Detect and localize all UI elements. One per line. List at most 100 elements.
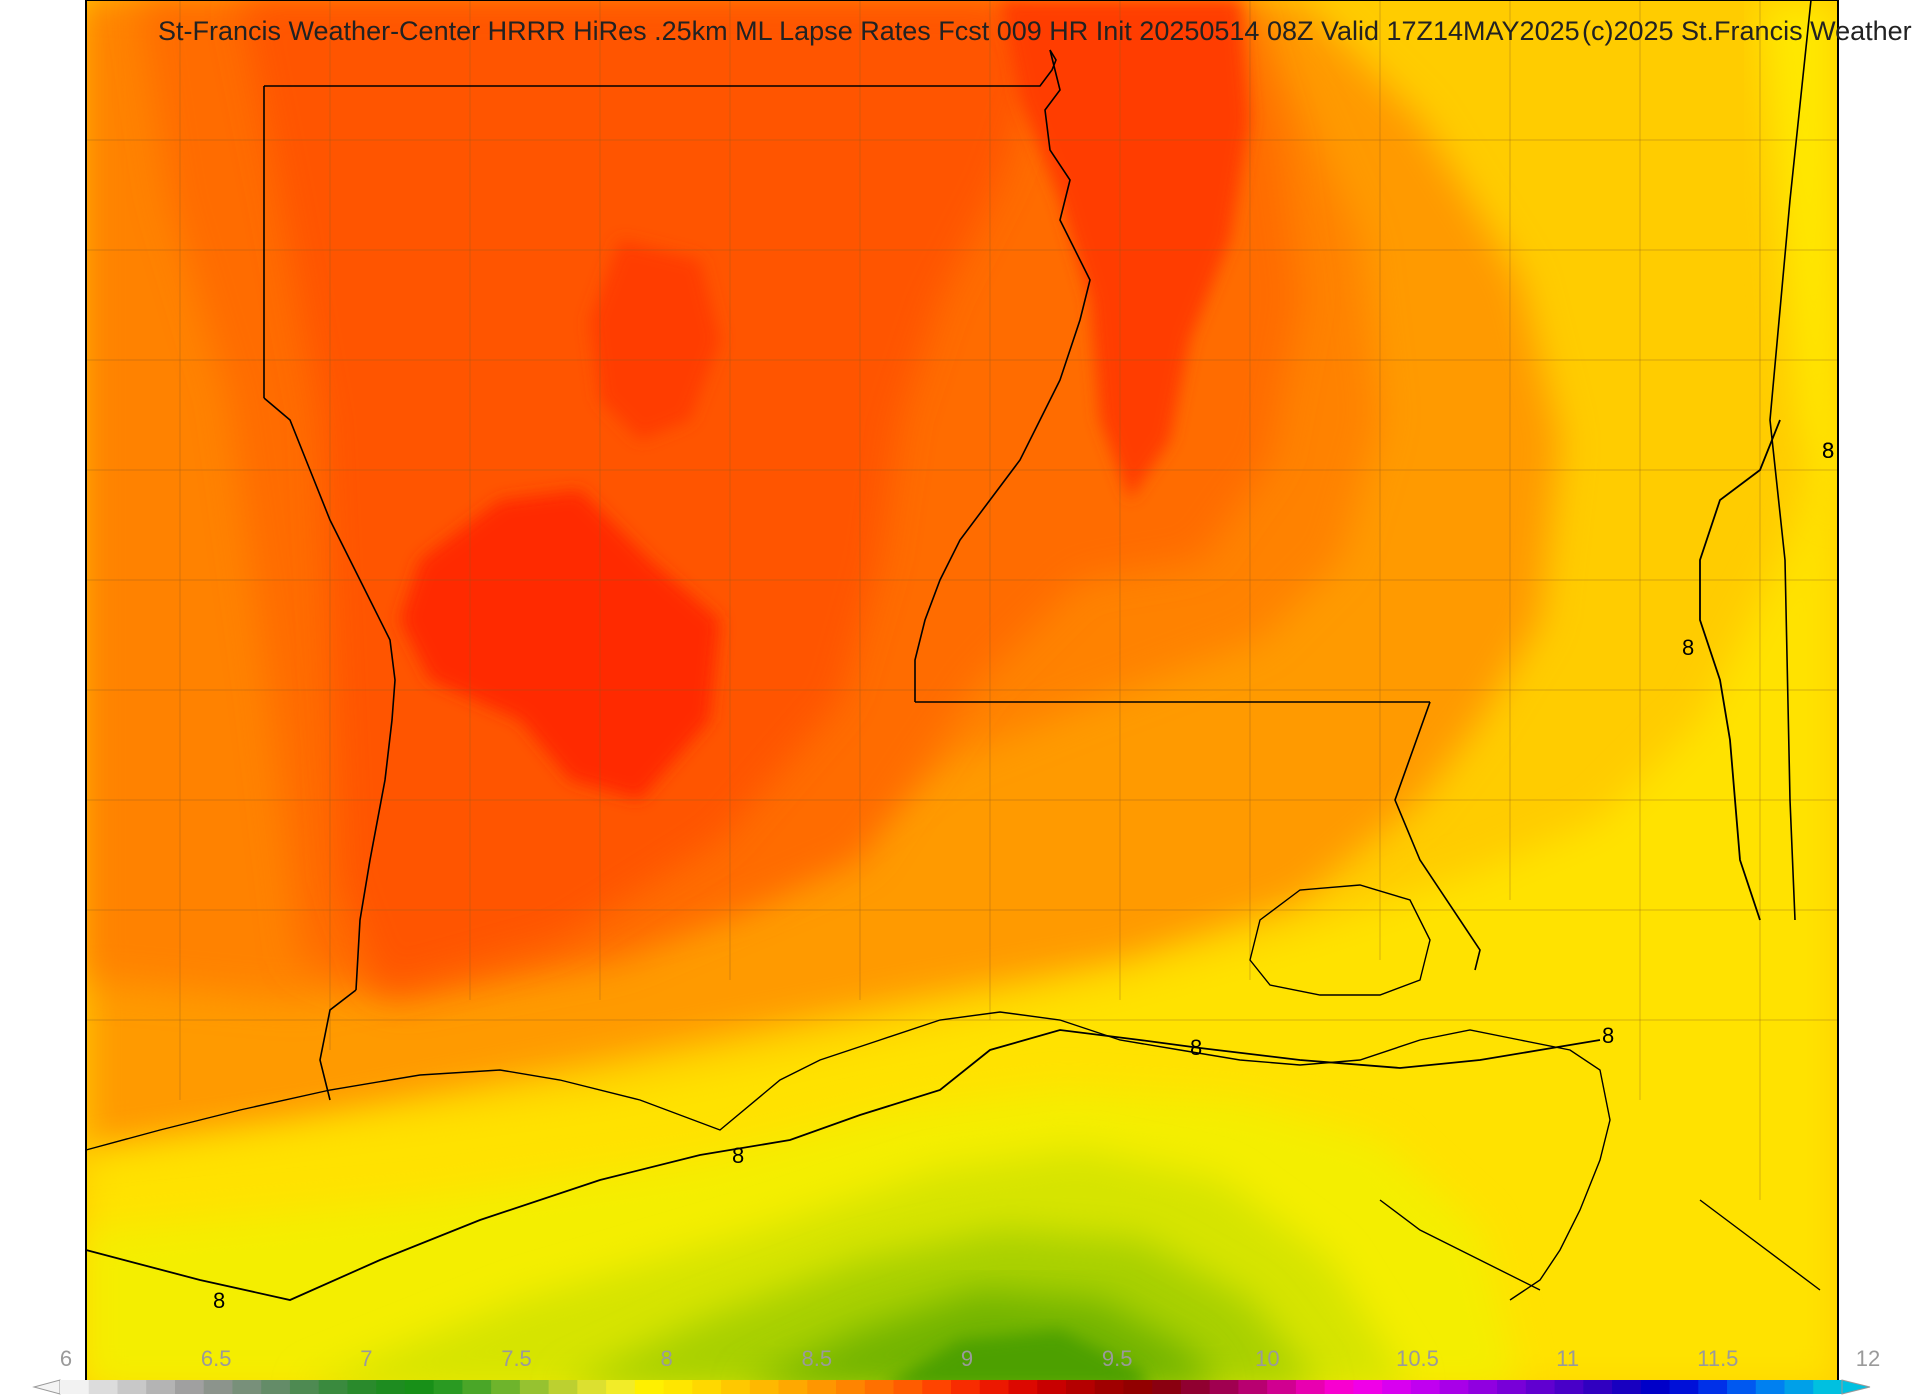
colorbar-swatch xyxy=(1353,1380,1383,1394)
colorbar-swatch xyxy=(663,1380,693,1394)
mississippi-river-border xyxy=(914,49,1091,702)
contour-8 xyxy=(85,419,1781,1301)
colorbar-tick-label: 10 xyxy=(1255,1346,1280,1371)
colorbar-swatch xyxy=(117,1380,147,1394)
colorbar-tick-label: 6 xyxy=(59,1346,73,1371)
colorbar-swatch xyxy=(174,1380,205,1394)
contour-label: 8 xyxy=(732,1143,744,1168)
colorbar-swatch xyxy=(376,1380,406,1394)
colorbar-swatch xyxy=(1640,1380,1671,1394)
colorbar-swatch xyxy=(1813,1380,1843,1394)
colorbar-swatch xyxy=(203,1380,234,1394)
contour-label: 8 xyxy=(1682,635,1694,660)
colorbar-swatch xyxy=(721,1380,751,1394)
lapse-rate-shading xyxy=(86,0,1838,1388)
copyright-text: (c)2025 St.Francis Weather xyxy=(1582,16,1912,46)
colorbar-tick-label: 11 xyxy=(1556,1346,1580,1371)
contour-label: 8 xyxy=(1822,438,1834,463)
colorbar-tick-label: 9.5 xyxy=(1101,1346,1133,1371)
colorbar-swatch xyxy=(1554,1380,1584,1394)
colorbar-swatch xyxy=(1295,1380,1326,1394)
colorbar-swatch xyxy=(519,1380,550,1394)
colorbar-tick-label: 8.5 xyxy=(801,1346,833,1371)
contour-label: 8 xyxy=(1190,1035,1202,1060)
colorbar-swatch xyxy=(1784,1380,1814,1394)
colorbar-swatch xyxy=(261,1380,291,1394)
colorbar-swatch xyxy=(1727,1380,1757,1394)
colorbar-swatch xyxy=(462,1380,492,1394)
colorbar-swatch xyxy=(491,1380,521,1394)
colorbar-swatch xyxy=(1410,1380,1441,1394)
colorbar-swatch xyxy=(1180,1380,1211,1394)
colorbar-swatch xyxy=(951,1380,981,1394)
colorbar-swatch xyxy=(60,1380,90,1394)
missouri-arkansas-border xyxy=(264,49,1057,87)
colorbar-swatch xyxy=(807,1380,837,1394)
contour-label: 8 xyxy=(213,1288,225,1313)
colorbar-swatch xyxy=(146,1380,176,1394)
colorbar-swatch xyxy=(1267,1380,1297,1394)
colorbar-swatch xyxy=(634,1380,665,1394)
colorbar-swatch xyxy=(1238,1380,1268,1394)
colorbar-swatch xyxy=(606,1380,636,1394)
colorbar-swatch xyxy=(1669,1380,1699,1394)
colorbar xyxy=(32,1379,1871,1395)
colorbar-tick-label: 11.5 xyxy=(1697,1346,1739,1371)
colorbar-tick-label: 7 xyxy=(360,1346,373,1371)
colorbar-swatch xyxy=(1583,1380,1613,1394)
colorbar-swatch xyxy=(88,1380,119,1394)
colorbar-swatch xyxy=(232,1380,262,1394)
colorbar-swatch xyxy=(1612,1380,1642,1394)
mississippi-border xyxy=(1394,701,1481,971)
colorbar-swatch xyxy=(1497,1380,1527,1394)
colorbar-swatch xyxy=(1468,1380,1498,1394)
colorbar-swatch xyxy=(1525,1380,1556,1394)
colorbar-swatch xyxy=(1152,1380,1182,1394)
county-lines xyxy=(86,0,1838,1200)
alabama-border xyxy=(1769,0,1812,921)
colorbar-tick-label: 10.5 xyxy=(1396,1346,1439,1371)
colorbar-swatch xyxy=(893,1380,923,1394)
colorbar-swatch xyxy=(1094,1380,1125,1394)
colorbar-swatch xyxy=(1324,1380,1354,1394)
colorbar-over-arrow xyxy=(1841,1379,1871,1395)
red-river-border xyxy=(263,397,396,991)
coastline xyxy=(85,884,1821,1301)
colorbar-swatch xyxy=(404,1380,435,1394)
colorbar-tick-label: 8 xyxy=(660,1346,673,1371)
colorbar-swatch xyxy=(1123,1380,1153,1394)
colorbar-under-arrow xyxy=(32,1379,61,1395)
map-title: St-Francis Weather-Center HRRR HiRes .25… xyxy=(158,16,1580,46)
colorbar-swatch xyxy=(1755,1380,1786,1394)
state-boundaries xyxy=(263,0,1812,1101)
colorbar-swatch xyxy=(749,1380,780,1394)
colorbar-swatch xyxy=(347,1380,377,1394)
louisiana-texas-border xyxy=(319,989,357,1101)
colorbar-swatch xyxy=(836,1380,866,1394)
colorbar-swatch xyxy=(318,1380,349,1394)
colorbar-swatch xyxy=(922,1380,952,1394)
colorbar-swatch xyxy=(1008,1380,1038,1394)
colorbar-swatch xyxy=(548,1380,578,1394)
colorbar-swatch xyxy=(692,1380,722,1394)
colorbar-swatch xyxy=(1439,1380,1469,1394)
colorbar-swatch xyxy=(1065,1380,1096,1394)
colorbar-tick-label: 9 xyxy=(960,1346,974,1371)
colorbar-swatch xyxy=(1698,1380,1728,1394)
colorbar-swatch xyxy=(433,1380,463,1394)
colorbar-tick-label: 7.5 xyxy=(501,1346,532,1371)
colorbar-swatch xyxy=(1382,1380,1412,1394)
contour-label: 8 xyxy=(1822,438,1834,463)
colorbar-swatch xyxy=(289,1380,320,1394)
colorbar-swatch xyxy=(577,1380,607,1394)
colorbar-swatch xyxy=(778,1380,808,1394)
colorbar-swatch xyxy=(864,1380,895,1394)
colorbar-swatch xyxy=(979,1380,1010,1394)
colorbar-swatch xyxy=(1037,1380,1067,1394)
colorbar-swatch xyxy=(1209,1380,1240,1394)
colorbar-tick-label: 12 xyxy=(1855,1346,1881,1371)
colorbar-tick-label: 6.5 xyxy=(200,1346,232,1371)
contour-label: 8 xyxy=(1602,1023,1614,1048)
